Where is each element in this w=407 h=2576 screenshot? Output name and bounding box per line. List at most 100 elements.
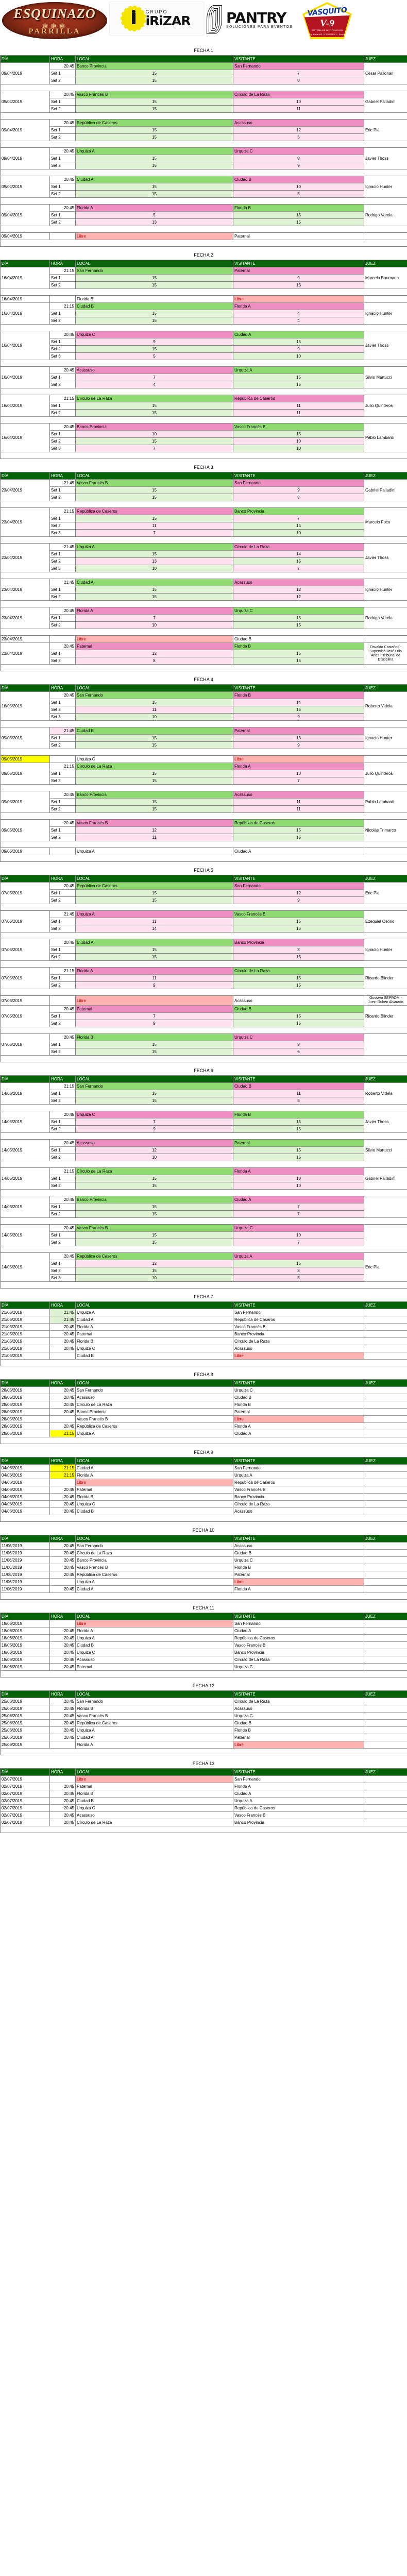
match-row[interactable]: 11/06/2019 20:45 Círculo de La Raza Ciudad … [0,1549,407,1557]
match-row[interactable]: 11/06/2019 20:45 Vasco Francés B Florida B [0,1564,407,1571]
match-row[interactable]: 28/05/2019 20:45 Banco Provincia Paternal [0,1408,407,1416]
match-row[interactable]: 14/05/2019 21:15 San Fernando Ciudad B Rober… [0,1082,407,1105]
match-row[interactable]: 09/05/2019 20:45 Vasco Francés B República … [0,819,407,841]
match-row[interactable]: 07/05/2019 20:45 Ciudad A Banco Provincia Ig… [0,939,407,961]
match-row[interactable]: 14/05/2019 20:45 Urquiza C Florida B Javier … [0,1111,407,1133]
match-row[interactable]: 25/06/2019 Florida A Libre [0,1741,407,1749]
match-row[interactable]: 09/04/2019 20:45 República de Caseros Acass… [0,119,407,141]
match-row[interactable]: 23/04/2019 21:15 República de Caseros Banco… [0,507,407,537]
match-row[interactable]: 21/05/2019 Ciudad B Libre [0,1352,407,1360]
match-row[interactable]: 25/06/2019 20:45 Florida B Acassuso [0,1705,407,1713]
match-row[interactable]: 09/04/2019 20:45 Vasco Francés B Círculo de… [0,91,407,113]
match-row[interactable]: 11/06/2019 20:45 San Fernando Acassuso [0,1542,407,1550]
match-row[interactable]: 18/06/2019 20:45 Urquiza A República de Cas… [0,1634,407,1642]
match-row[interactable]: 23/04/2019 Libre Ciudad B [0,635,407,643]
match-row[interactable]: 16/04/2019 21:15 San Fernando Paternal Marce… [0,267,407,289]
match-row[interactable]: 16/04/2019 21:15 Círculo de La Raza Repúbli… [0,395,407,417]
match-row[interactable]: 07/05/2019 20:45 Paternal Ciudad B Ricardo B… [0,1005,407,1027]
column-header-dia: DÍA [0,875,50,883]
match-row[interactable]: 28/05/2019 Vasco Francés B Libre [0,1415,407,1423]
match-row[interactable]: 04/06/2019 20:45 Florida B Banco Provincia [0,1493,407,1501]
match-row[interactable]: 09/04/2019 20:45 Florida A Florida B Rodrigo… [0,204,407,226]
match-row[interactable]: 11/06/2019 20:45 República de Caseros Pater… [0,1571,407,1579]
team-local: San Fernando [75,267,233,275]
match-row[interactable]: 02/07/2019 20:45 Acassuso Vasco Francés B [0,1811,407,1819]
match-row[interactable]: 09/05/2019 21:45 Ciudad B Paternal Ignacio H… [0,727,407,749]
match-row[interactable]: 09/05/2019 21:15 Círculo de La Raza Florida… [0,762,407,785]
match-row[interactable]: 04/06/2019 21:15 Florida A Urquiza A [0,1471,407,1479]
match-row[interactable]: 18/06/2019 20:45 Urquiza C Banco Provincia [0,1649,407,1656]
match-row[interactable]: 21/05/2019 20:45 Florida B Círculo de La Ra… [0,1337,407,1345]
match-row[interactable]: 09/05/2019 Urquiza A Ciudad A [0,848,407,855]
match-row[interactable]: 25/06/2019 20:45 Urquiza A Florida B [0,1726,407,1734]
match-row[interactable]: 23/04/2019 20:45 Florida A Urquiza C Rodrigo… [0,607,407,629]
match-row[interactable]: 16/04/2019 20:45 Urquiza C Ciudad A Javier T… [0,331,407,360]
match-row[interactable]: 16/04/2019 21:15 Ciudad B Florida A Ignacio … [0,302,407,325]
match-date: 11/06/2019 [0,1556,50,1564]
set-score-visitante: 15 [233,918,364,925]
match-row[interactable]: 11/06/2019 20:45 Banco Provincia Urquiza C [0,1556,407,1564]
match-row[interactable]: 11/06/2019 Urquiza A Libre [0,1578,407,1586]
match-row[interactable]: 14/05/2019 20:45 Acassuso Paternal Silvio Ma… [0,1139,407,1161]
match-row[interactable]: 18/06/2019 Libre San Fernando [0,1620,407,1628]
match-row[interactable]: 07/05/2019 Libre Acassuso Gustavo SEPROM - … [0,995,407,1006]
match-row[interactable]: 28/05/2019 21:15 Urquiza A Ciudad A [0,1430,407,1437]
match-time: 20:45 [49,1556,76,1564]
match-row[interactable]: 18/06/2019 20:45 Florida A Ciudad A [0,1627,407,1635]
match-row[interactable]: 09/05/2019 20:45 Banco Provincia Acassuso Pa… [0,791,407,813]
match-row[interactable]: 09/04/2019 20:45 Ciudad A Ciudad B Ignacio H… [0,176,407,198]
match-row[interactable]: 28/05/2019 20:45 República de Caseros Flori… [0,1422,407,1430]
row-spacer [0,501,407,508]
match-referee [364,1408,407,1416]
match-row[interactable]: 07/05/2019 20:45 Florida B Urquiza C [0,1033,407,1056]
match-row[interactable]: 18/06/2019 20:45 Acassuso Círculo de La Raz… [0,1656,407,1664]
match-row[interactable]: 07/05/2019 20:45 República de Caseros San F… [0,882,407,904]
match-row[interactable]: 04/06/2019 20:45 Urquiza C Círculo de La Ra… [0,1500,407,1508]
match-row[interactable]: 25/06/2019 20:45 República de Caseros Ciuda… [0,1719,407,1727]
match-row[interactable]: 16/04/2019 20:45 Acassuso Urquiza A Silvio M… [0,366,407,388]
match-row[interactable]: 02/07/2019 20:45 Florida B Ciudad A [0,1790,407,1798]
match-row[interactable]: 14/05/2019 20:45 Banco Provincia Ciudad A [0,1196,407,1218]
match-row[interactable]: 02/07/2019 20:45 Círculo de La Raza Banco P… [0,1819,407,1826]
match-row[interactable]: 14/05/2019 20:45 República de Caseros Urqui… [0,1252,407,1282]
match-row[interactable]: 14/05/2019 20:45 Vasco Francés B Urquiza C [0,1224,407,1246]
match-row[interactable]: 21/05/2019 20:45 Urquiza C Acassuso [0,1345,407,1352]
match-row[interactable]: 21/05/2019 20:45 Paternal Banco Provincia [0,1330,407,1338]
match-row[interactable]: 25/06/2019 20:45 San Fernando Círculo de La… [0,1698,407,1705]
match-row[interactable]: 25/06/2019 20:45 Vasco Francés B Urquiza C [0,1712,407,1720]
match-row[interactable]: 16/04/2019 Florida B Libre [0,295,407,303]
match-row[interactable]: 04/06/2019 20:45 Ciudad B Acassuso [0,1507,407,1515]
match-row[interactable]: 09/04/2019 20:45 Urquiza A Urquiza C Javier … [0,147,407,170]
match-row[interactable]: 18/06/2019 20:45 Ciudad B Vasco Francés B [0,1641,407,1649]
match-row[interactable]: 02/07/2019 Libre San Fernando [0,1775,407,1783]
match-row[interactable]: 23/04/2019 21:45 Ciudad A Acassuso Ignacio H… [0,579,407,601]
match-row[interactable]: 02/07/2019 20:45 Urquiza C República de Cas… [0,1804,407,1812]
match-row[interactable]: 02/07/2019 20:45 Ciudad B Urquiza A [0,1797,407,1805]
match-row[interactable]: 21/05/2019 21:45 Urquiza A San Fernando [0,1309,407,1316]
match-row[interactable]: 09/04/2019 Libre Paternal [0,232,407,240]
match-row[interactable]: 23/04/2019 20:45 Paternal Florida B Osvaldo … [0,642,407,665]
match-row[interactable]: 21/05/2019 20:45 Florida A Vasco Francés B [0,1323,407,1331]
match-row[interactable]: 16/05/2019 20:45 San Fernando Florida B Robe… [0,691,407,721]
match-row[interactable]: 07/05/2019 21:15 Florida A Círculo de La Ra… [0,967,407,989]
match-row[interactable]: 28/05/2019 20:45 Acassuso Ciudad B [0,1394,407,1401]
match-row[interactable]: 28/05/2019 20:45 Círculo de La Raza Florida… [0,1401,407,1409]
match-row[interactable]: 16/04/2019 20:45 Banco Provincia Vasco Fran… [0,423,407,452]
match-row[interactable]: 09/04/2019 20:45 Banco Provincia San Fernan… [0,62,407,84]
match-row[interactable]: 21/05/2019 21:45 Ciudad A República de Case… [0,1316,407,1324]
match-row[interactable]: 18/06/2019 20:45 Paternal Urquiza C [0,1663,407,1671]
match-row[interactable]: 14/05/2019 21:15 Círculo de La Raza Florida… [0,1167,407,1190]
match-row[interactable]: 25/06/2019 20:45 Ciudad A Paternal [0,1734,407,1741]
team-local: Acassuso [75,1394,233,1401]
match-row[interactable]: 23/04/2019 21:45 Vasco Francés B San Fernan… [0,479,407,501]
match-row[interactable]: 11/06/2019 20:45 Ciudad A Florida A [0,1585,407,1593]
match-row[interactable]: 02/07/2019 20:45 Paternal Florida A [0,1783,407,1790]
match-row[interactable]: 04/06/2019 20:45 Paternal Vasco Francés B [0,1486,407,1494]
match-row[interactable]: 23/04/2019 21:45 Urquiza A Círculo de La Ra… [0,543,407,572]
match-row[interactable]: 09/05/2019 Urquiza C Libre [0,755,407,763]
match-row[interactable]: 04/06/2019 Libre República de Caseros [0,1479,407,1486]
set-score-visitante: 15 [233,381,364,388]
match-row[interactable]: 04/06/2019 21:15 Ciudad A San Fernando [0,1464,407,1472]
match-row[interactable]: 28/05/2019 20:45 San Fernando Urquiza C [0,1386,407,1394]
